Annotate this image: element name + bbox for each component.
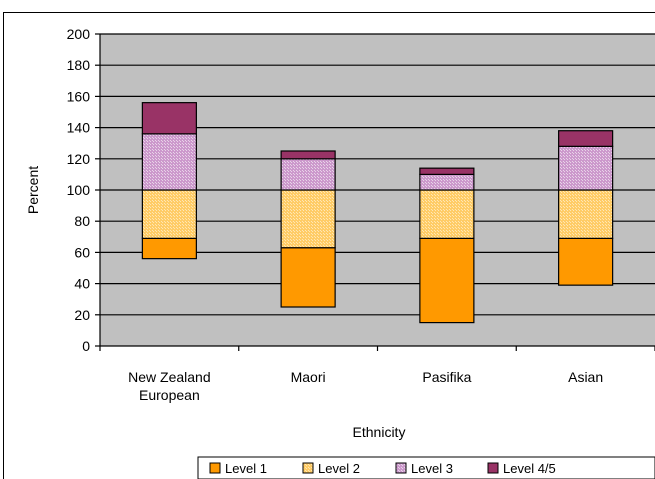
x-axis: New Zealand European Maori Pasifika Asian [99,345,655,403]
bar-segment [419,173,475,191]
y-tick-label: 180 [67,57,91,73]
legend: Level 1 Level 2 Level 3 Level 4/5 [197,456,655,479]
y-tick-label: 60 [74,244,90,260]
bar-segment [419,189,475,239]
bar-segment [280,247,336,308]
bar-segment [558,130,614,147]
legend-swatch [209,462,221,474]
y-tick-label: 100 [67,182,91,198]
bar-segment [141,189,197,239]
bar-segment [141,237,197,260]
bar-segment [280,189,336,249]
y-tick-label: 160 [67,88,91,104]
legend-label: Level 3 [411,461,453,476]
y-tick-label: 0 [82,338,90,354]
bars [141,102,614,324]
bar-segment [141,102,197,135]
x-axis-title: Ethnicity [353,424,406,440]
legend-swatch [487,462,499,474]
x-tick-label: Maori [291,369,326,385]
y-tick-label: 140 [67,120,91,136]
bar-segment [419,237,475,324]
legend-swatch [395,462,407,474]
bar-segment [280,158,336,191]
x-tick-label: New Zealand [128,369,211,385]
x-tick-label: Pasifika [422,369,471,385]
legend-label: Level 1 [225,461,267,476]
y-tick-label: 120 [67,151,91,167]
bar-segment [558,145,614,191]
x-tick-label: European [139,387,200,403]
x-tick-label: Asian [568,369,603,385]
y-axis: 0 20 40 60 80 100 120 140 160 180 200 [67,26,101,354]
bar-segment [280,150,336,160]
bar-segment [558,189,614,239]
legend-label: Level 2 [318,461,360,476]
y-tick-label: 40 [74,276,90,292]
bar-segment [558,237,614,286]
legend-label: Level 4/5 [503,461,556,476]
y-axis-title: Percent [25,166,41,214]
bar-segment [419,167,475,176]
bar-segment [141,133,197,191]
y-tick-label: 200 [67,26,91,42]
y-tick-label: 80 [74,213,90,229]
y-tick-label: 20 [74,307,90,323]
legend-swatch [302,462,314,474]
